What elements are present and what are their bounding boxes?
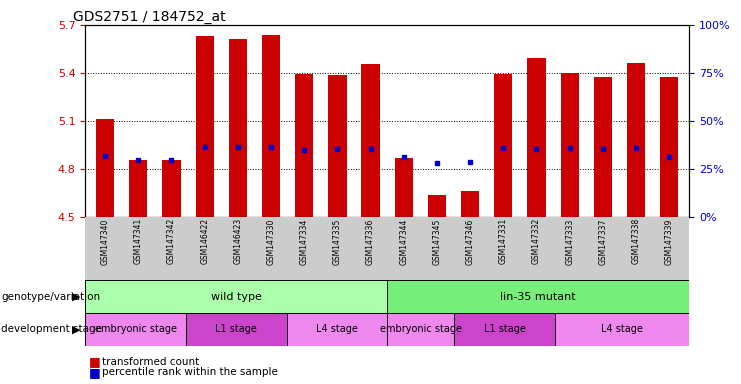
Text: ▶: ▶: [72, 291, 81, 302]
Text: ▶: ▶: [72, 324, 81, 334]
Text: L4 stage: L4 stage: [316, 324, 358, 334]
Bar: [229, 38, 247, 217]
Text: GSM147341: GSM147341: [134, 218, 143, 265]
Text: ■: ■: [89, 366, 101, 379]
Bar: [454, 313, 555, 346]
Bar: [387, 313, 454, 346]
Text: GSM147338: GSM147338: [631, 218, 640, 265]
Text: L1 stage: L1 stage: [484, 324, 525, 334]
Text: ■: ■: [89, 355, 101, 368]
Bar: [660, 77, 678, 217]
Text: GSM147331: GSM147331: [499, 218, 508, 265]
Text: GSM147346: GSM147346: [465, 218, 475, 265]
Text: GSM147335: GSM147335: [333, 218, 342, 265]
Bar: [287, 313, 387, 346]
Bar: [555, 313, 689, 346]
Text: L4 stage: L4 stage: [601, 324, 643, 334]
Text: GSM147345: GSM147345: [433, 218, 442, 265]
Text: wild type: wild type: [210, 291, 262, 302]
Bar: [461, 191, 479, 217]
Text: GSM147336: GSM147336: [366, 218, 375, 265]
Text: development stage: development stage: [1, 324, 102, 334]
Bar: [594, 77, 612, 217]
Bar: [428, 195, 446, 217]
Bar: [395, 158, 413, 217]
Text: GSM146423: GSM146423: [233, 218, 242, 265]
Text: GSM147333: GSM147333: [565, 218, 574, 265]
Text: embryonic stage: embryonic stage: [379, 324, 462, 334]
Bar: [162, 160, 181, 217]
Text: genotype/variation: genotype/variation: [1, 291, 101, 302]
Text: lin-35 mutant: lin-35 mutant: [500, 291, 576, 302]
Text: GSM147337: GSM147337: [598, 218, 608, 265]
Text: percentile rank within the sample: percentile rank within the sample: [102, 367, 277, 377]
Text: GSM147334: GSM147334: [299, 218, 309, 265]
Bar: [262, 35, 280, 217]
Text: GSM147332: GSM147332: [532, 218, 541, 265]
Bar: [627, 63, 645, 217]
Text: GSM147330: GSM147330: [267, 218, 276, 265]
Bar: [85, 280, 387, 313]
Text: GSM147339: GSM147339: [665, 218, 674, 265]
Bar: [129, 160, 147, 217]
Text: L1 stage: L1 stage: [215, 324, 257, 334]
Bar: [186, 313, 287, 346]
Bar: [528, 58, 545, 217]
Text: transformed count: transformed count: [102, 357, 199, 367]
Text: GSM146422: GSM146422: [200, 218, 209, 264]
Bar: [362, 64, 379, 217]
Text: embryonic stage: embryonic stage: [95, 324, 176, 334]
Bar: [96, 119, 114, 217]
Bar: [295, 74, 313, 217]
Bar: [560, 73, 579, 217]
Bar: [494, 74, 513, 217]
Bar: [196, 36, 214, 217]
Text: GSM147344: GSM147344: [399, 218, 408, 265]
Bar: [85, 313, 186, 346]
Bar: [387, 280, 689, 313]
Text: GDS2751 / 184752_at: GDS2751 / 184752_at: [73, 10, 226, 24]
Bar: [328, 74, 347, 217]
Text: GSM147342: GSM147342: [167, 218, 176, 265]
Text: GSM147340: GSM147340: [101, 218, 110, 265]
